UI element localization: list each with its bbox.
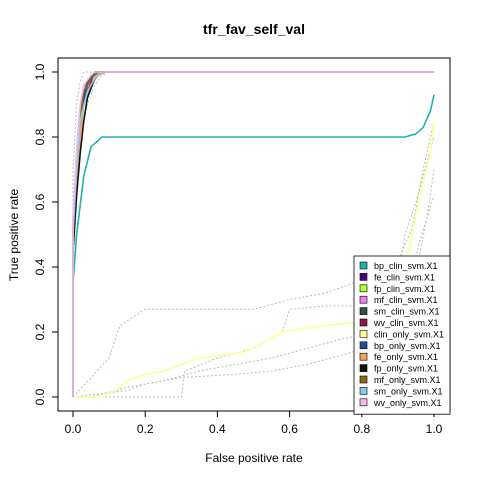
legend-swatch <box>360 365 367 372</box>
y-tick-label: 0.6 <box>33 193 47 210</box>
y-tick-label: 0.0 <box>33 388 47 405</box>
x-axis-label: False positive rate <box>205 451 303 465</box>
y-axis: 0.0 0.2 0.4 0.6 0.8 1.0 <box>33 63 58 405</box>
y-tick-label: 0.2 <box>33 323 47 340</box>
legend-entry: sm_only_svm.X1 <box>374 386 443 396</box>
legend-entry: fe_clin_svm.X1 <box>374 272 435 282</box>
legend-swatch <box>360 273 367 280</box>
legend-swatch <box>360 330 367 337</box>
x-axis: 0.0 0.2 0.4 0.6 0.8 1.0 <box>65 411 443 436</box>
y-tick-label: 0.8 <box>33 128 47 145</box>
chart-title: tfr_fav_self_val <box>203 21 305 37</box>
legend-entry: mf_only_svm.X1 <box>374 375 441 385</box>
y-axis-label: True positive rate <box>7 189 21 282</box>
x-tick-label: 1.0 <box>426 422 443 436</box>
legend-entry: mf_clin_svm.X1 <box>374 295 438 305</box>
x-tick-label: 0.0 <box>65 422 82 436</box>
x-tick-label: 0.8 <box>353 422 370 436</box>
legend-entry: fp_only_svm.X1 <box>374 364 438 374</box>
legend-entry: wv_only_svm.X1 <box>373 398 442 408</box>
legend-swatch <box>360 296 367 303</box>
legend-entry: sm_clin_svm.X1 <box>374 307 440 317</box>
legend-swatch <box>360 308 367 315</box>
x-tick-label: 0.6 <box>281 422 298 436</box>
legend-entry: wv_clin_svm.X1 <box>373 318 439 328</box>
legend-swatch <box>360 342 367 349</box>
x-tick-label: 0.2 <box>137 422 154 436</box>
legend-swatch <box>360 285 367 292</box>
legend-entry: clin_only_svm.X1 <box>374 329 444 339</box>
legend-swatch <box>360 353 367 360</box>
legend-swatch <box>360 399 367 406</box>
legend-entry: fe_only_svm.X1 <box>374 352 438 362</box>
legend-entry: fp_clin_svm.X1 <box>374 284 435 294</box>
legend-swatch <box>360 376 367 383</box>
legend-entry: bp_clin_svm.X1 <box>374 261 438 271</box>
legend-swatch <box>360 387 367 394</box>
legend-entry: bp_only_svm.X1 <box>374 341 441 351</box>
legend-swatch <box>360 319 367 326</box>
y-tick-label: 1.0 <box>33 63 47 80</box>
y-tick-label: 0.4 <box>33 258 47 275</box>
legend-swatch <box>360 262 367 269</box>
x-tick-label: 0.4 <box>209 422 226 436</box>
